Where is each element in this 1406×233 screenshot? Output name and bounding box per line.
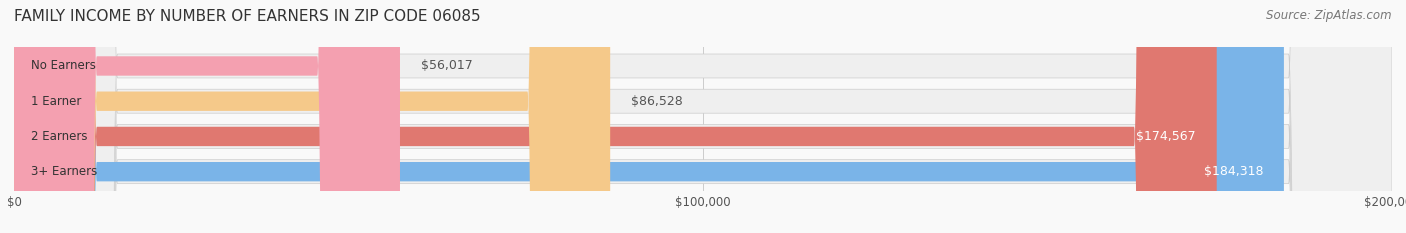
Text: $56,017: $56,017 (420, 59, 472, 72)
FancyBboxPatch shape (14, 0, 1392, 233)
Text: 3+ Earners: 3+ Earners (31, 165, 97, 178)
FancyBboxPatch shape (14, 0, 1284, 233)
Text: 1 Earner: 1 Earner (31, 95, 82, 108)
FancyBboxPatch shape (14, 0, 1392, 233)
Text: FAMILY INCOME BY NUMBER OF EARNERS IN ZIP CODE 06085: FAMILY INCOME BY NUMBER OF EARNERS IN ZI… (14, 9, 481, 24)
Text: Source: ZipAtlas.com: Source: ZipAtlas.com (1267, 9, 1392, 22)
FancyBboxPatch shape (14, 0, 1392, 233)
FancyBboxPatch shape (14, 0, 1216, 233)
FancyBboxPatch shape (14, 0, 1392, 233)
Text: No Earners: No Earners (31, 59, 96, 72)
Text: $184,318: $184,318 (1204, 165, 1263, 178)
FancyBboxPatch shape (14, 0, 610, 233)
Text: 2 Earners: 2 Earners (31, 130, 87, 143)
Text: $86,528: $86,528 (631, 95, 682, 108)
Text: $174,567: $174,567 (1136, 130, 1197, 143)
FancyBboxPatch shape (14, 0, 399, 233)
